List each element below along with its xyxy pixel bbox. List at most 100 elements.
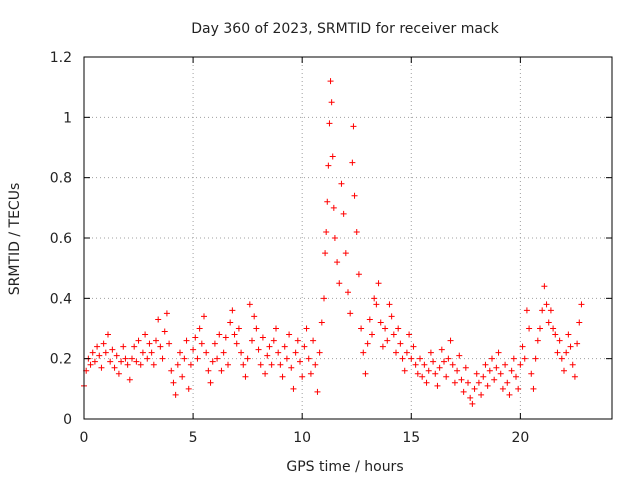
data-point (434, 382, 441, 389)
data-point (478, 391, 485, 398)
data-point (218, 367, 225, 374)
data-point (246, 301, 253, 308)
data-point (537, 325, 543, 332)
data-point (161, 328, 168, 335)
data-point (414, 370, 421, 377)
data-point (362, 370, 369, 377)
data-point (489, 355, 495, 362)
data-point (286, 331, 293, 338)
data-point (98, 364, 105, 371)
data-point (373, 301, 380, 308)
data-point (408, 355, 415, 362)
data-point (122, 355, 129, 362)
data-point (447, 337, 454, 344)
y-tick-label-0-8: 0.8 (50, 171, 72, 187)
data-point (480, 373, 487, 380)
data-point (375, 280, 382, 287)
data-point (216, 331, 223, 338)
data-point (326, 120, 333, 127)
data-point (382, 325, 389, 332)
data-point (545, 319, 552, 326)
data-point (458, 376, 465, 383)
data-point (327, 78, 334, 85)
data-point (133, 358, 140, 365)
data-point (534, 337, 541, 344)
data-point (299, 373, 306, 380)
data-point (172, 391, 179, 398)
data-point (342, 250, 349, 257)
data-point (571, 373, 578, 380)
data-point (322, 250, 329, 257)
data-point (454, 367, 461, 374)
data-point (94, 343, 101, 350)
data-point (436, 364, 443, 371)
data-point (401, 367, 408, 374)
data-point (209, 358, 216, 365)
data-point (229, 307, 236, 314)
data-point (275, 349, 282, 356)
data-point (238, 349, 245, 356)
data-point (393, 349, 399, 356)
data-point (120, 343, 127, 350)
y-tick-label-0-4: 0.4 (50, 291, 72, 307)
data-point (105, 331, 111, 338)
data-point (163, 310, 170, 317)
data-point (109, 346, 116, 353)
data-point (351, 192, 358, 199)
data-point (273, 325, 279, 332)
data-point (430, 358, 437, 365)
data-point (297, 358, 303, 365)
data-point (528, 370, 535, 377)
data-point (135, 337, 142, 344)
data-point (96, 352, 103, 359)
data-point (325, 162, 332, 169)
data-point (194, 355, 201, 362)
data-point (388, 313, 395, 320)
data-point (482, 361, 489, 368)
data-point (329, 153, 336, 160)
data-point (438, 346, 445, 353)
data-point (417, 355, 423, 362)
data-point (277, 361, 284, 368)
data-point (432, 370, 439, 377)
data-point (336, 280, 343, 287)
y-tick-label-1: 1 (63, 110, 72, 126)
data-point (301, 343, 308, 350)
data-point (240, 361, 247, 368)
data-point (288, 364, 295, 371)
data-point (371, 295, 378, 302)
data-point (139, 349, 146, 356)
x-axis-label: GPS time / hours (286, 459, 403, 475)
data-point (183, 337, 190, 344)
y-tick-label-1-2: 1.2 (50, 50, 72, 66)
data-point (203, 349, 210, 356)
data-point (574, 340, 581, 347)
data-point (144, 355, 151, 362)
y-tick-labels: 0 0.2 0.4 0.6 0.8 1 1.2 (50, 50, 72, 428)
data-point (558, 355, 565, 362)
data-point (532, 355, 539, 362)
data-point (107, 358, 114, 365)
data-point (323, 228, 330, 235)
data-point (118, 358, 125, 365)
data-point (257, 361, 264, 368)
data-point (330, 204, 337, 211)
data-point (181, 355, 188, 362)
data-point (502, 361, 509, 368)
y-tick-label-0-6: 0.6 (50, 231, 72, 247)
data-point (251, 313, 258, 320)
data-point (290, 385, 297, 392)
data-point (283, 355, 290, 362)
data-point (497, 370, 504, 377)
x-tick-label-20: 20 (511, 430, 529, 446)
grid-lines (84, 57, 612, 419)
data-point (102, 349, 109, 356)
data-point (543, 301, 550, 308)
data-point (423, 379, 430, 386)
data-point (441, 358, 447, 365)
data-point (87, 361, 94, 368)
data-point (499, 385, 506, 392)
data-point (563, 349, 570, 356)
data-point (403, 349, 410, 356)
